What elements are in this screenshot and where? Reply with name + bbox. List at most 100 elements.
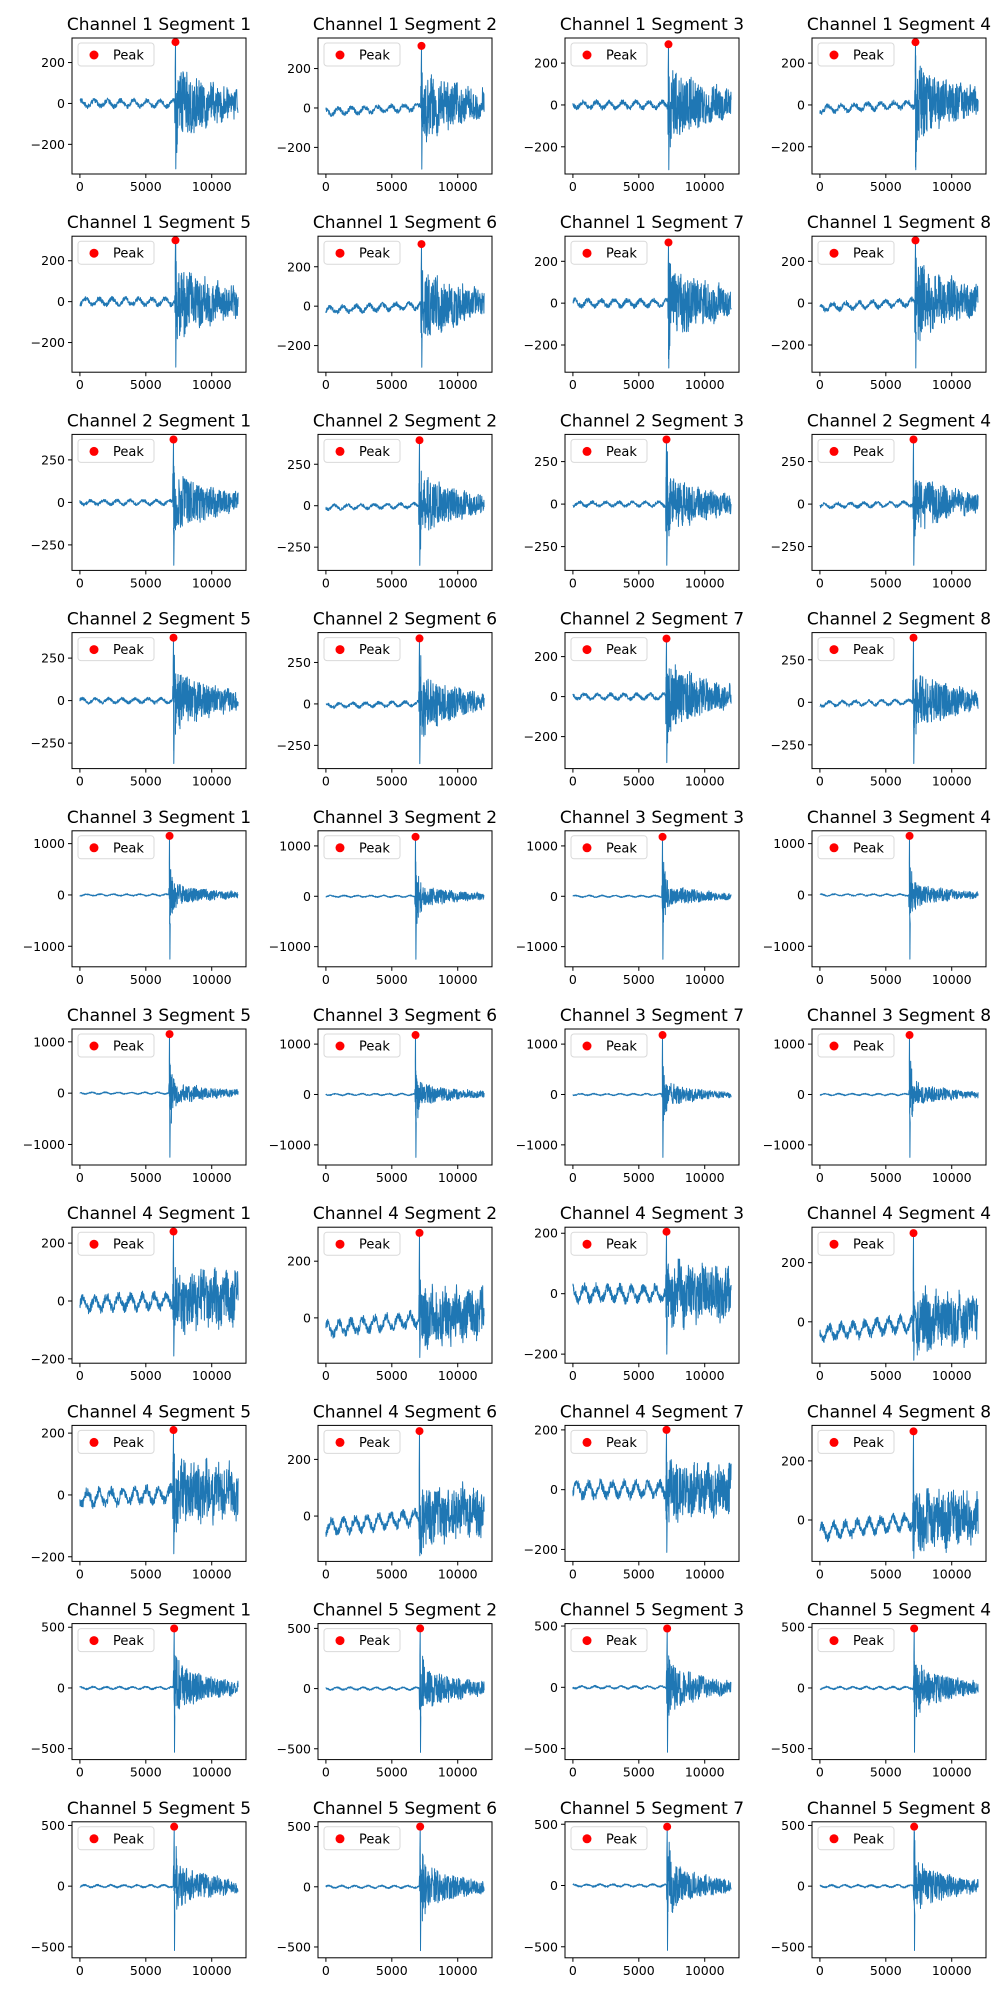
legend: Peak [323, 1033, 401, 1058]
y-tick-label: −500 [524, 1939, 558, 1954]
subplot: Channel 5 Segment 8 0 5000 10000 −500 0 500 Pea… [771, 1799, 991, 1978]
x-tick-label: 10000 [685, 1368, 725, 1383]
y-tick-label: 500 [287, 1819, 311, 1834]
axes-frame [564, 433, 740, 571]
x-tick-label: 5000 [376, 377, 408, 392]
axes-frame [317, 1226, 493, 1364]
x-tick-label: 0 [816, 1170, 824, 1185]
legend-peak-marker [582, 446, 592, 456]
signal-line [325, 836, 485, 960]
axes-frame [564, 1821, 740, 1959]
legend-peak-marker [335, 1834, 345, 1844]
legend-label: Peak [853, 445, 884, 460]
axes-frame [811, 632, 987, 770]
legend-label: Peak [359, 1040, 390, 1055]
y-tick-label: 0 [797, 1314, 805, 1329]
legend-label: Peak [853, 1634, 884, 1649]
y-tick-label: 200 [781, 254, 805, 269]
peak-marker [165, 1030, 174, 1039]
y-tick-label: −1000 [516, 1137, 558, 1152]
legend-label: Peak [606, 1238, 637, 1253]
legend-peak-marker [582, 843, 592, 853]
y-tick-label: 500 [287, 1621, 311, 1636]
subplot-title: Channel 2 Segment 7 [560, 610, 744, 630]
y-tick-label: 200 [781, 56, 805, 71]
legend-label: Peak [113, 643, 144, 658]
y-tick-label: −500 [524, 1741, 558, 1756]
peak-marker [909, 633, 918, 642]
signal-line [79, 637, 239, 764]
axes-frame [811, 235, 987, 373]
y-tick-label: −1000 [23, 1137, 65, 1152]
y-tick-label: 200 [534, 254, 558, 269]
y-tick-label: 500 [534, 1619, 558, 1634]
subplot: Channel 4 Segment 4 0 5000 10000 0 200 Peak [781, 1204, 991, 1383]
subplot-title: Channel 4 Segment 1 [67, 1204, 251, 1224]
legend: Peak [77, 240, 155, 265]
x-tick-label: 10000 [438, 179, 478, 194]
legend-label: Peak [606, 49, 637, 64]
legend-peak-marker [335, 1041, 345, 1051]
x-tick-label: 10000 [932, 774, 972, 789]
subplot-title: Channel 3 Segment 1 [67, 808, 251, 828]
legend-label: Peak [359, 841, 390, 856]
x-tick-label: 10000 [685, 774, 725, 789]
x-tick-label: 10000 [438, 575, 478, 590]
legend-peak-marker [829, 1437, 839, 1447]
y-tick-label: −500 [277, 1741, 311, 1756]
legend-peak-marker [335, 1636, 345, 1646]
axes-frame [564, 235, 740, 373]
subplot-title: Channel 2 Segment 4 [807, 411, 991, 431]
signal-line [79, 236, 239, 368]
subplot-title: Channel 3 Segment 5 [67, 1006, 251, 1026]
y-tick-label: 0 [303, 1310, 311, 1325]
signal-line [79, 1429, 239, 1555]
y-tick-label: 0 [550, 296, 558, 311]
signal-line [819, 1232, 979, 1361]
x-tick-label: 5000 [623, 774, 655, 789]
signal-line [79, 439, 239, 566]
x-tick-label: 0 [569, 1566, 577, 1581]
x-tick-label: 5000 [130, 1368, 162, 1383]
x-tick-label: 0 [322, 1765, 330, 1780]
legend-box [817, 1033, 895, 1058]
subplot-title: Channel 4 Segment 3 [560, 1204, 744, 1224]
axes-frame [317, 1424, 493, 1562]
y-tick-label: −200 [31, 1351, 65, 1366]
legend-box [817, 637, 895, 662]
y-tick-label: 500 [41, 1620, 65, 1635]
legend-peak-marker [89, 843, 99, 853]
x-tick-label: 0 [322, 774, 330, 789]
y-tick-label: 0 [303, 1087, 311, 1102]
y-tick-label: 0 [57, 1879, 65, 1894]
x-tick-label: 5000 [130, 1963, 162, 1978]
signal-line [819, 1430, 979, 1559]
legend-peak-marker [335, 843, 345, 853]
axes-frame [71, 1623, 247, 1761]
subplot: Channel 3 Segment 3 0 5000 10000 −1000 0 1000 P… [516, 808, 744, 987]
legend-peak-marker [829, 1041, 839, 1051]
y-tick-label: 250 [41, 452, 65, 467]
peak-marker [415, 436, 424, 445]
axes-frame [71, 37, 247, 175]
x-tick-label: 10000 [438, 377, 478, 392]
y-tick-label: 0 [303, 696, 311, 711]
x-tick-label: 0 [816, 972, 824, 987]
x-tick-label: 5000 [870, 774, 902, 789]
legend: Peak [817, 438, 895, 463]
legend-peak-marker [829, 248, 839, 258]
x-tick-label: 0 [569, 1765, 577, 1780]
legend: Peak [323, 42, 401, 67]
y-tick-label: 1000 [33, 1034, 65, 1049]
subplot: Channel 4 Segment 5 0 5000 10000 −200 0 200 Pea… [31, 1402, 251, 1581]
signal-line [79, 41, 239, 170]
y-tick-label: 0 [550, 497, 558, 512]
subplot: Channel 3 Segment 4 0 5000 10000 −1000 0 1000 P… [763, 808, 991, 987]
subplot: Channel 5 Segment 1 0 5000 10000 −500 0 500 Pea… [31, 1601, 251, 1780]
x-tick-label: 10000 [438, 1368, 478, 1383]
subplot-title: Channel 3 Segment 6 [313, 1006, 497, 1026]
y-tick-label: 250 [781, 652, 805, 667]
x-tick-label: 5000 [623, 179, 655, 194]
x-tick-label: 10000 [192, 575, 232, 590]
axes-frame [564, 632, 740, 770]
